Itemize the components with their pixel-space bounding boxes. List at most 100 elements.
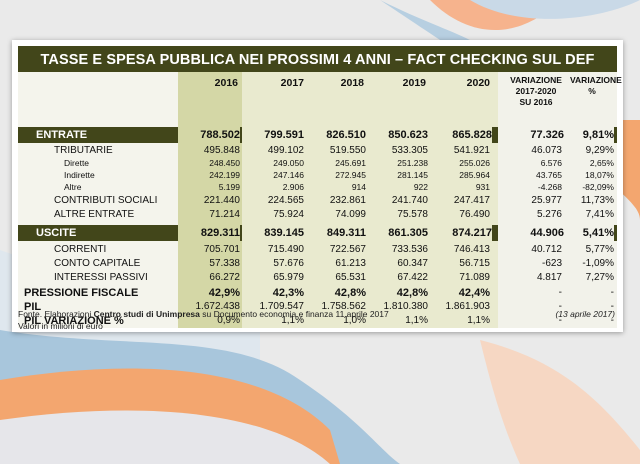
row-label: Indirette (64, 170, 95, 180)
cell-value: 850.623 (366, 127, 428, 144)
cell-value: 705.701 (203, 244, 240, 255)
cell-value: 849.311 (304, 225, 366, 242)
cell-variation-pct: 9,81% (564, 127, 614, 144)
table-row: Dirette 248.450 249.050 245.691 251.238 … (18, 158, 617, 169)
cell-value: 1,1% (281, 315, 304, 326)
data-table-card: TASSE E SPESA PUBBLICA NEI PROSSIMI 4 AN… (12, 40, 623, 332)
cell-variation: 77.326 (498, 127, 564, 144)
cell-value: 861.305 (366, 225, 428, 242)
cell-value: 71.089 (459, 272, 490, 283)
cell-value: 1,1% (405, 315, 428, 326)
column-bg-2016 (178, 72, 242, 328)
cell-value: 733.536 (391, 244, 428, 255)
cell-value: 1,0% (343, 315, 366, 326)
cell-value: 42,9% (208, 287, 240, 299)
cell-variation-pct: 5,41% (564, 225, 614, 242)
cell-variation: 4.817 (536, 272, 562, 283)
cell-variation-pct: 5,77% (585, 244, 614, 255)
table-row: CONTO CAPITALE 57.338 57.676 61.213 60.3… (18, 258, 617, 270)
cell-value: 232.861 (329, 195, 366, 206)
cell-value: 1.810.380 (383, 301, 429, 312)
cell-variation: 43.765 (536, 170, 562, 180)
cell-variation-pct: 9,29% (585, 145, 614, 156)
swoosh-shape (480, 340, 640, 464)
swoosh-shape (380, 0, 470, 40)
cell-value: 839.145 (242, 225, 304, 242)
cell-value: 5.199 (218, 182, 240, 192)
cell-value: 1.758.562 (321, 301, 367, 312)
cell-value: 1.861.903 (445, 301, 491, 312)
variation-header-line: SU 2016 (519, 97, 553, 107)
cell-value: 76.490 (459, 209, 490, 220)
cell-value: 1.709.547 (259, 301, 305, 312)
cell-value: 75.578 (397, 209, 428, 220)
row-label: CORRENTI (54, 244, 107, 255)
table-row: TRIBUTARIE 495.848 499.102 519.550 533.3… (18, 145, 617, 157)
row-label: ALTRE ENTRATE (54, 209, 135, 220)
cell-value: 914 (351, 182, 366, 192)
source-prefix: Fonte. Elaborazioni (18, 309, 94, 319)
cell-variation: - (558, 287, 562, 298)
cell-variation: 6.576 (540, 158, 562, 168)
cell-variation: -4.268 (537, 182, 562, 192)
cell-value: 42,8% (334, 287, 366, 299)
row-label: USCITE (36, 227, 77, 239)
cell-value: 221.440 (203, 195, 240, 206)
variation-header: VARIAZIONE 2017-2020 SU 2016 (502, 75, 570, 108)
variation-header-line: 2017-2020 (515, 86, 557, 96)
table-row: ALTRE ENTRATE 71.214 75.924 74.099 75.57… (18, 209, 617, 221)
cell-variation-pct: - (610, 301, 614, 312)
cell-value: 57.338 (209, 258, 240, 269)
entrate-row: ENTRATE 788.502 799.591 826.510 850.623 … (18, 127, 617, 144)
cell-value: 56.715 (459, 258, 490, 269)
cell-value: 66.272 (209, 272, 240, 283)
cell-value: 74.099 (335, 209, 366, 220)
row-label: CONTO CAPITALE (54, 258, 141, 269)
row-label: Dirette (64, 158, 90, 168)
cell-variation-pct: 7,27% (585, 272, 614, 283)
cell-value: 865.828 (428, 127, 492, 144)
cell-value: 0,9% (217, 315, 240, 326)
table-row: CORRENTI 705.701 715.490 722.567 733.536… (18, 244, 617, 256)
year-header: 2019 (402, 77, 426, 89)
header-row: 2016 2017 2018 2019 2020 VARIAZIONE 2017… (18, 75, 622, 111)
cell-value: 746.413 (453, 244, 490, 255)
variation-pct-header: VARIAZIONE % (570, 75, 622, 97)
cell-variation-pct: 18,07% (585, 170, 614, 180)
cell-variation-pct: 2,65% (589, 158, 614, 168)
cell-value: 247.146 (273, 170, 304, 180)
year-header: 2016 (214, 77, 238, 89)
cell-value: 519.550 (329, 145, 366, 156)
cell-value: 245.691 (335, 158, 366, 168)
cell-variation: -623 (541, 258, 562, 269)
year-header: 2017 (280, 77, 304, 89)
cell-value: 242.199 (209, 170, 240, 180)
cell-variation-pct: 7,41% (585, 209, 614, 220)
cell-value: 1.672.438 (195, 301, 241, 312)
year-header: 2020 (466, 77, 490, 89)
cell-value: 2.906 (282, 182, 304, 192)
cell-value: 255.026 (459, 158, 490, 168)
cell-value: 931 (475, 182, 490, 192)
cell-value: 285.964 (459, 170, 490, 180)
cell-variation: 44.906 (498, 225, 564, 242)
cell-value: 715.490 (267, 244, 304, 255)
table-frame: TASSE E SPESA PUBBLICA NEI PROSSIMI 4 AN… (18, 46, 622, 328)
cell-value: 788.502 (178, 127, 240, 144)
cell-variation: 25.977 (531, 195, 562, 206)
row-label: PIL (24, 301, 42, 313)
cell-variation-pct: -82,09% (582, 182, 614, 192)
table-row: PIL 1.672.438 1.709.547 1.758.562 1.810.… (18, 301, 617, 314)
cell-value: 42,3% (272, 287, 304, 299)
cell-value: 65.531 (335, 272, 366, 283)
source-suffix: su Documento economia e finanza 11 april… (199, 309, 389, 319)
source-date: (13 aprile 2017) (555, 309, 615, 319)
cell-value: 922 (413, 182, 428, 192)
cell-value: 281.145 (397, 170, 428, 180)
column-bg-years (242, 72, 498, 328)
cell-value: 499.102 (267, 145, 304, 156)
cell-variation-pct: 11,73% (580, 195, 614, 206)
table-body: 2016 2017 2018 2019 2020 VARIAZIONE 2017… (18, 72, 622, 328)
cell-value: 251.238 (397, 158, 428, 168)
row-label: CONTRIBUTI SOCIALI (54, 195, 158, 206)
